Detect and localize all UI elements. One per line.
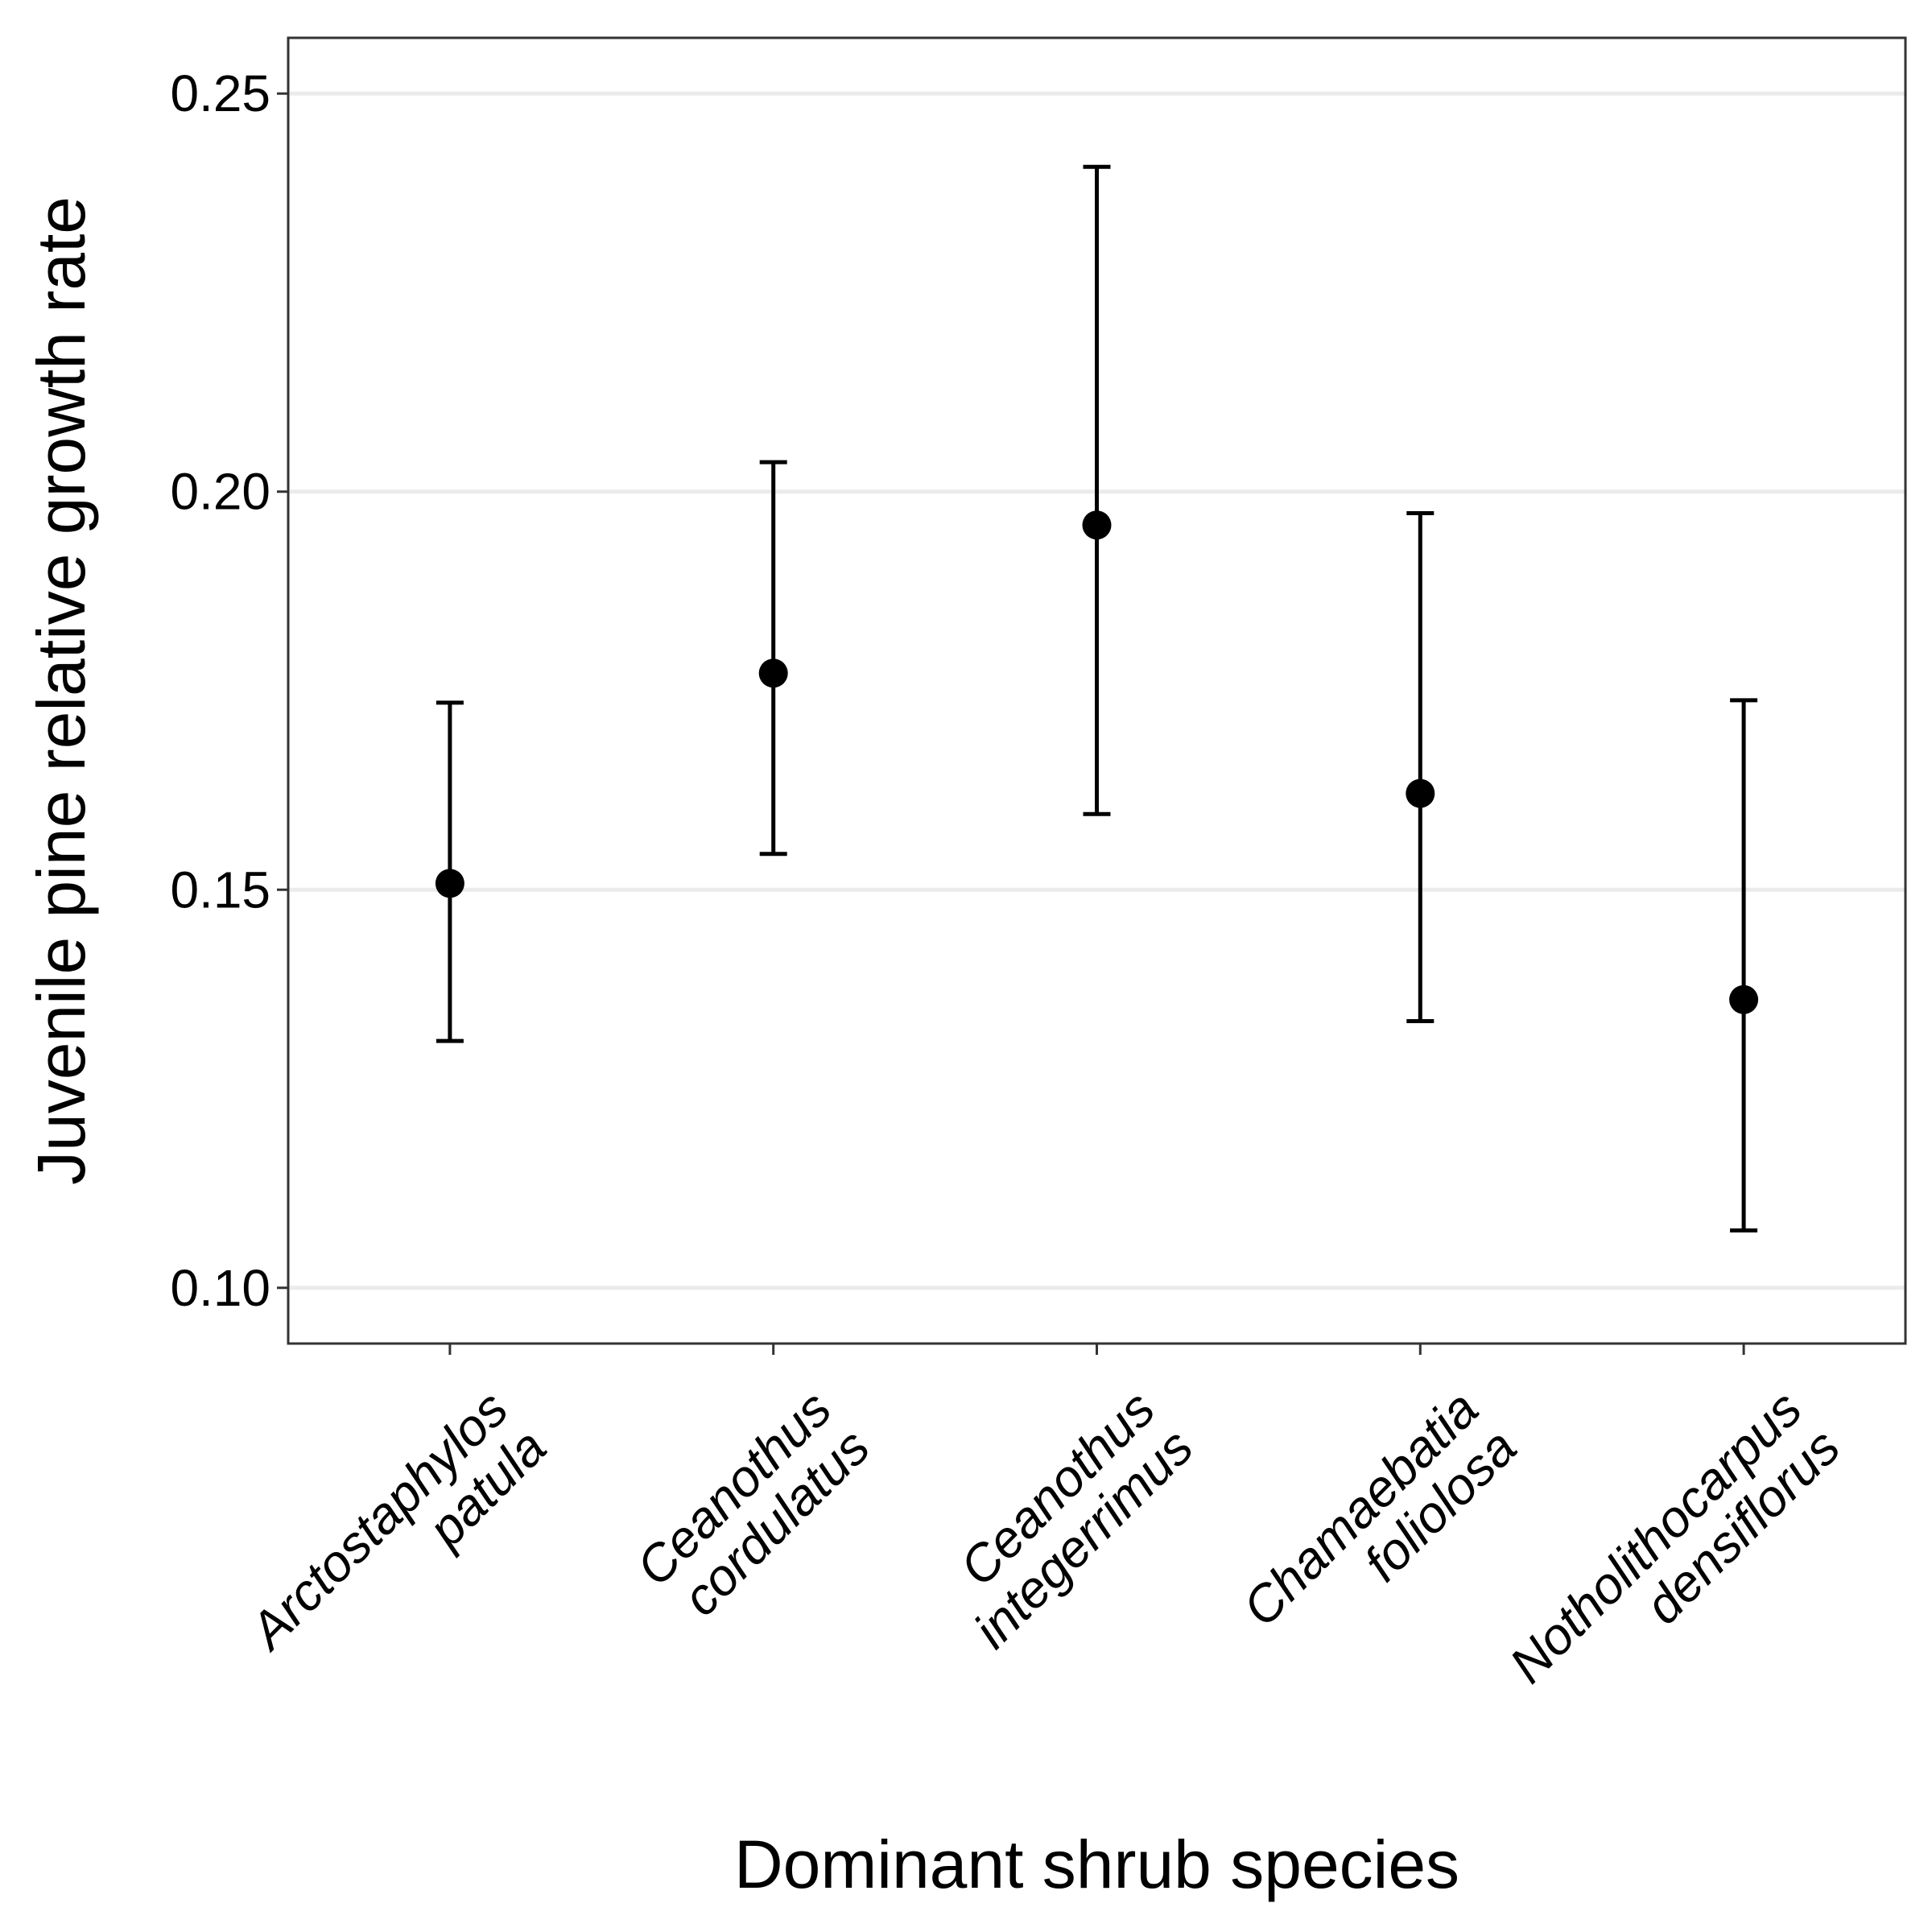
y-tick-label: 0.15 — [170, 861, 270, 919]
x-tick-label: Notholithocarpusdensiflorus — [1498, 1380, 1851, 1732]
error-bar — [759, 460, 787, 857]
x-axis: Arctostaphylospatula Ceanothuscordulatus C… — [237, 1344, 1851, 1732]
x-tick-label: Ceanothusintegerrimus — [924, 1380, 1203, 1659]
y-axis-title: Juvenile pine relative growth rate — [23, 196, 99, 1185]
error-bars — [436, 164, 1758, 1233]
error-bar — [1406, 510, 1435, 1023]
x-tick-label: Chamaebatiafoliolosa — [1232, 1380, 1528, 1676]
y-tick-label: 0.10 — [170, 1259, 270, 1317]
y-tick-label: 0.25 — [170, 64, 270, 122]
mean-point — [1406, 778, 1435, 808]
y-axis: 0.10 0.15 0.20 0.25 — [170, 64, 288, 1317]
x-axis-title: Dominant shrub species — [734, 1827, 1459, 1902]
x-tick-label: Arctostaphylospatula — [237, 1380, 557, 1700]
error-bar — [1730, 698, 1758, 1233]
mean-point — [1082, 510, 1112, 540]
data-points — [435, 510, 1759, 1014]
mean-point — [1729, 985, 1759, 1014]
mean-point — [435, 869, 464, 898]
mean-point — [758, 658, 788, 688]
error-bar — [1083, 164, 1111, 816]
x-tick-label: Ceanothuscordulatus — [625, 1380, 881, 1635]
y-tick-label: 0.20 — [170, 463, 270, 521]
